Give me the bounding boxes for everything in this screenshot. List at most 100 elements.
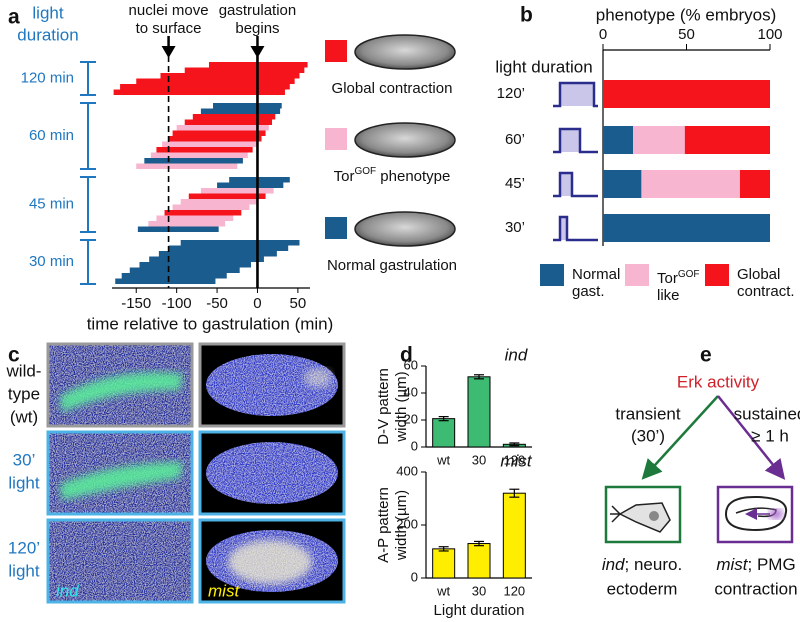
- row-label: light: [8, 473, 39, 492]
- stain-label: ind: [56, 581, 79, 600]
- y-tick-label: 400: [396, 463, 418, 478]
- row-label: type: [8, 384, 40, 403]
- neurite: [610, 505, 621, 523]
- pulse-fill: [560, 129, 580, 152]
- embryo-stain: [206, 354, 338, 416]
- x-axis-title: Light duration: [434, 602, 525, 619]
- timeline-segment: [136, 78, 295, 84]
- bar-segment: [641, 170, 740, 198]
- category-label: 60’: [505, 131, 525, 148]
- timeline-segment: [168, 136, 262, 142]
- legend-swatch: [325, 40, 347, 62]
- legend-swatch: [540, 264, 564, 286]
- timeline-segment: [156, 215, 234, 221]
- legend-suffix: like: [657, 287, 680, 304]
- bar: [502, 492, 526, 579]
- x-tick-label: 120: [503, 452, 525, 467]
- bar: [467, 376, 491, 448]
- legend-name: Tor: [334, 168, 355, 185]
- annotation-arrowhead: [161, 46, 176, 58]
- timeline-segment: [158, 251, 277, 257]
- chart-title: mist: [500, 451, 532, 470]
- expression-band: [60, 462, 183, 500]
- legend-swatch: [325, 128, 347, 150]
- legend-label: Global contract.: [737, 266, 800, 300]
- x-tick-label: 0: [599, 26, 607, 43]
- timeline-segment: [136, 163, 238, 169]
- pmg-stain: [769, 509, 783, 519]
- legend-sup: GOF: [677, 269, 700, 280]
- legend-label: TorGOF like: [657, 266, 717, 304]
- panel-letter: c: [8, 344, 20, 367]
- group-label: 45 min: [29, 195, 74, 212]
- pathway-arrow: [717, 395, 786, 480]
- legend-suffix: phenotype: [376, 168, 450, 185]
- pulse-icon: [553, 215, 598, 242]
- embryo-image: [354, 211, 456, 247]
- row-label: 30’: [13, 450, 36, 469]
- y-axis-title: light: [32, 3, 63, 22]
- x-tick-label: 120: [503, 583, 525, 598]
- outcome-label: ind; neuro.: [602, 555, 682, 574]
- pathway-node: Erk activity: [677, 372, 760, 391]
- timeline-segment: [115, 278, 216, 284]
- bar-segment: [739, 170, 770, 198]
- panel-letter: e: [700, 344, 712, 367]
- embryo-stain: [206, 442, 338, 504]
- timeline-segment: [160, 73, 300, 79]
- branch-label: transient: [615, 404, 680, 423]
- bar: [467, 543, 491, 579]
- bar-segment: [603, 214, 770, 242]
- x-tick-label: -50: [206, 295, 228, 312]
- x-axis-title: phenotype (% embryos): [596, 5, 776, 24]
- gene-name: ind: [602, 555, 625, 574]
- y-axis-title: light duration: [495, 57, 592, 76]
- pulse-fill: [560, 173, 572, 196]
- pulse-icon: [553, 171, 598, 198]
- y-tick-label: 0: [411, 438, 418, 453]
- category-label: 30’: [505, 219, 525, 236]
- nucleus: [649, 511, 659, 521]
- timeline-segment: [120, 84, 290, 90]
- x-tick-label: -150: [121, 295, 151, 312]
- outcome-label: contraction: [714, 579, 797, 598]
- expression-band: [60, 372, 183, 412]
- y-axis-title: A-P pattern: [375, 487, 392, 563]
- timeline-segment: [180, 240, 300, 246]
- embryo-image: [354, 34, 456, 70]
- chart-title: ind: [505, 345, 528, 364]
- timeline-segment: [139, 262, 252, 268]
- timeline-segment: [162, 141, 258, 147]
- timeline-segment: [144, 158, 243, 164]
- timeline-segment: [188, 193, 266, 199]
- gene-name: mist: [716, 555, 748, 574]
- bar: [432, 418, 456, 448]
- x-tick-label: 30: [472, 583, 486, 598]
- annotation-text: nuclei move: [129, 2, 209, 19]
- group-label: 120 min: [21, 69, 74, 86]
- legend-label: Normal gast.: [572, 266, 632, 300]
- pathway-arrow: [641, 395, 719, 480]
- annotation-arrowhead: [250, 46, 265, 58]
- y-tick-label: 40: [404, 384, 418, 399]
- timeline-segment: [113, 89, 285, 95]
- row-label: light: [8, 561, 39, 580]
- x-tick-label: 100: [757, 26, 782, 43]
- pulse-fill: [560, 83, 594, 106]
- group-label: 60 min: [29, 127, 74, 144]
- branch-label: sustained: [734, 404, 800, 423]
- bar-segment: [603, 126, 634, 154]
- x-tick-label: 50: [678, 26, 695, 43]
- y-axis-title: D-V pattern: [375, 368, 392, 445]
- timeline-segment: [164, 210, 242, 216]
- timeline-segment: [168, 245, 289, 251]
- y-axis-title: duration: [17, 25, 78, 44]
- panel-letter: b: [520, 4, 533, 27]
- legend-label: TorGOF phenotype: [334, 166, 451, 185]
- timeline-segment: [184, 67, 305, 73]
- bar: [432, 548, 456, 579]
- branch-label: ≥ 1 h: [751, 426, 789, 445]
- legend-name: Normal gast.: [572, 266, 621, 300]
- x-tick-label: 30: [472, 452, 486, 467]
